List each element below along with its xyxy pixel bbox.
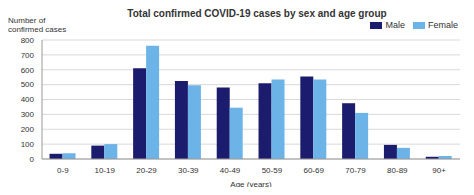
svg-text:700: 700 bbox=[21, 51, 35, 60]
svg-text:70-79: 70-79 bbox=[345, 166, 366, 175]
html-text:Male: Male bbox=[385, 20, 405, 30]
svg-text:100: 100 bbox=[21, 140, 35, 149]
svg-text:80-89: 80-89 bbox=[387, 166, 408, 175]
svg-text:400: 400 bbox=[21, 95, 35, 104]
svg-text:0-9: 0-9 bbox=[57, 166, 69, 175]
svg-text:90+: 90+ bbox=[432, 166, 446, 175]
svg-text:200: 200 bbox=[21, 125, 35, 134]
html-text:Total confirmed COVID-19 cases: Total confirmed COVID-19 cases by sex an… bbox=[127, 8, 387, 19]
svg-text:10-19: 10-19 bbox=[94, 166, 115, 175]
html-text:Number of confirmed cases: Number of confirmed cases bbox=[8, 16, 67, 34]
svg-text:Age (years): Age (years) bbox=[230, 180, 272, 187]
svg-text:800: 800 bbox=[21, 36, 35, 45]
svg-text:500: 500 bbox=[21, 80, 35, 89]
svg-text:0: 0 bbox=[30, 155, 35, 164]
svg-text:40-49: 40-49 bbox=[220, 166, 241, 175]
svg-text:300: 300 bbox=[21, 110, 35, 119]
svg-text:60-69: 60-69 bbox=[303, 166, 324, 175]
svg-text:30-39: 30-39 bbox=[178, 166, 199, 175]
svg-text:50-59: 50-59 bbox=[262, 166, 283, 175]
svg-text:20-29: 20-29 bbox=[136, 166, 157, 175]
html-text:Female: Female bbox=[428, 20, 458, 30]
svg-text:600: 600 bbox=[21, 66, 35, 75]
